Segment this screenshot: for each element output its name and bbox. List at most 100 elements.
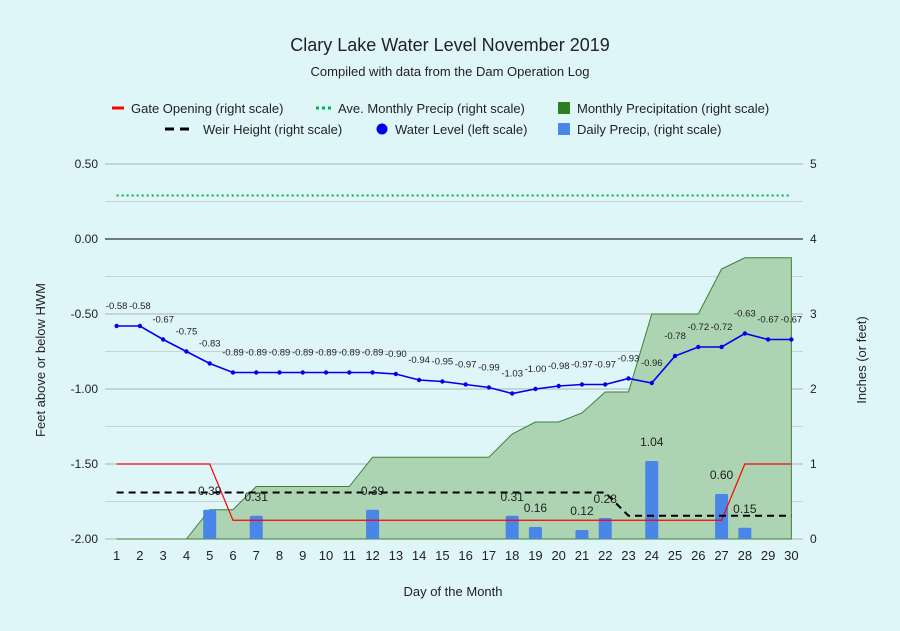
- x-tick-label: 27: [714, 548, 728, 563]
- x-tick-label: 9: [299, 548, 306, 563]
- water-level-point: [300, 370, 305, 375]
- water-level-label: -0.97: [571, 360, 593, 371]
- x-tick-label: 11: [343, 548, 357, 563]
- water-level-point: [742, 331, 748, 336]
- x-tick-label: 4: [183, 548, 190, 563]
- water-level-label: -0.98: [548, 361, 570, 372]
- water-level-point: [719, 344, 724, 350]
- water-level-label: -0.72: [687, 322, 709, 333]
- right-tick-label: 4: [810, 232, 817, 246]
- legend-label: Ave. Monthly Precip (right scale): [338, 101, 525, 116]
- water-level-label: -0.97: [455, 360, 477, 371]
- water-level-label: -0.58: [129, 301, 151, 312]
- legend-label: Weir Height (right scale): [203, 122, 342, 137]
- water-level-label: -0.97: [594, 360, 616, 371]
- x-tick-label: 25: [668, 548, 682, 563]
- water-level-label: -0.99: [478, 363, 500, 374]
- x-tick-label: 1: [113, 548, 120, 563]
- legend-label: Daily Precip, (right scale): [577, 122, 722, 137]
- water-level-point: [347, 370, 352, 375]
- water-level-point: [207, 361, 212, 366]
- water-level-label: -0.58: [106, 301, 128, 312]
- x-tick-label: 23: [621, 548, 635, 563]
- x-tick-label: 26: [691, 548, 705, 563]
- left-tick-label: -0.50: [71, 307, 99, 321]
- water-level-point: [533, 386, 538, 392]
- daily-precip-bar: [528, 527, 542, 539]
- x-tick-label: 3: [160, 548, 167, 563]
- x-tick-label: 13: [389, 548, 403, 563]
- left-tick-label: -1.50: [71, 457, 99, 471]
- water-level-point: [626, 376, 631, 381]
- x-tick-label: 8: [276, 548, 283, 563]
- water-level-point: [696, 344, 701, 350]
- daily-precip-label: 0.28: [594, 492, 618, 506]
- water-level-point: [603, 382, 608, 387]
- x-tick-label: 18: [505, 548, 519, 563]
- water-level-label: -1.03: [501, 369, 523, 380]
- x-tick-label: 21: [575, 548, 589, 563]
- daily-precip-label: 0.60: [710, 468, 734, 482]
- water-level-point: [160, 337, 166, 342]
- chart-title: Clary Lake Water Level November 2019: [290, 35, 609, 55]
- water-level-label: -0.89: [338, 348, 360, 359]
- water-level-label: -0.83: [199, 339, 221, 350]
- left-tick-label: 0.50: [75, 157, 99, 171]
- daily-precip-label: 0.15: [733, 502, 757, 516]
- x-tick-label: 14: [412, 548, 426, 563]
- water-level-point: [486, 385, 492, 390]
- data-labels: -0.58 -0.58-0.67-0.75-0.83-0.89 -0.89 -0.89…: [106, 301, 802, 518]
- series-lines: [114, 194, 794, 521]
- legend-label: Water Level (left scale): [395, 122, 527, 137]
- water-level-point: [556, 383, 561, 389]
- x-tick-label: 6: [229, 548, 236, 563]
- right-tick-label: 0: [810, 532, 817, 546]
- x-tick-label: 24: [645, 548, 659, 563]
- water-level-label: -0.89: [362, 348, 384, 359]
- left-axis-title: Feet above or below HWM: [33, 283, 48, 437]
- daily-precip-bar: [575, 530, 589, 539]
- water-level-point: [765, 337, 771, 342]
- x-tick-label: 7: [253, 548, 260, 563]
- left-tick-label: -2.00: [71, 532, 99, 546]
- daily-precip-bar: [249, 515, 263, 539]
- x-tick-label: 28: [738, 548, 752, 563]
- water-level-point: [323, 370, 329, 375]
- x-tick-label: 29: [761, 548, 775, 563]
- x-tick-label: 30: [784, 548, 798, 563]
- water-level-point: [463, 382, 468, 387]
- left-tick-label: -1.00: [71, 382, 99, 396]
- x-tick-label: 10: [319, 548, 333, 563]
- water-level-label: -0.90: [385, 349, 407, 360]
- water-level-point: [254, 370, 259, 375]
- x-tick-label: 12: [365, 548, 379, 563]
- water-level-point: [184, 349, 189, 354]
- water-level-label: -0.67: [757, 315, 779, 326]
- x-tick-label: 5: [206, 548, 213, 563]
- water-level-point: [509, 391, 515, 396]
- daily-precip-label: 1.04: [640, 435, 664, 449]
- water-level-point: [440, 379, 445, 384]
- water-level-point: [579, 382, 585, 387]
- water-level-point: [137, 323, 143, 329]
- water-level-label: -1.00: [525, 364, 547, 375]
- x-tick-label: 22: [598, 548, 612, 563]
- water-level-label: -0.89: [269, 348, 291, 359]
- daily-precip-bar: [645, 461, 659, 539]
- x-axis-title: Day of the Month: [404, 584, 503, 599]
- right-tick-label: 3: [810, 307, 817, 321]
- daily-precip-bar: [598, 518, 612, 539]
- chart-subtitle: Compiled with data from the Dam Operatio…: [311, 64, 590, 79]
- left-tick-label: 0.00: [75, 232, 99, 246]
- legend-label: Gate Opening (right scale): [131, 101, 283, 116]
- water-level-label: -0.67: [152, 315, 174, 326]
- water-level-point: [114, 323, 119, 329]
- water-level-label: -0.78: [664, 331, 686, 342]
- gate-opening-line: [116, 463, 792, 521]
- water-level-label: -0.96: [641, 358, 663, 369]
- legend-swatch: [376, 123, 388, 135]
- x-tick-label: 19: [528, 548, 542, 563]
- legend: Gate Opening (right scale) Ave. Monthly P…: [112, 101, 769, 137]
